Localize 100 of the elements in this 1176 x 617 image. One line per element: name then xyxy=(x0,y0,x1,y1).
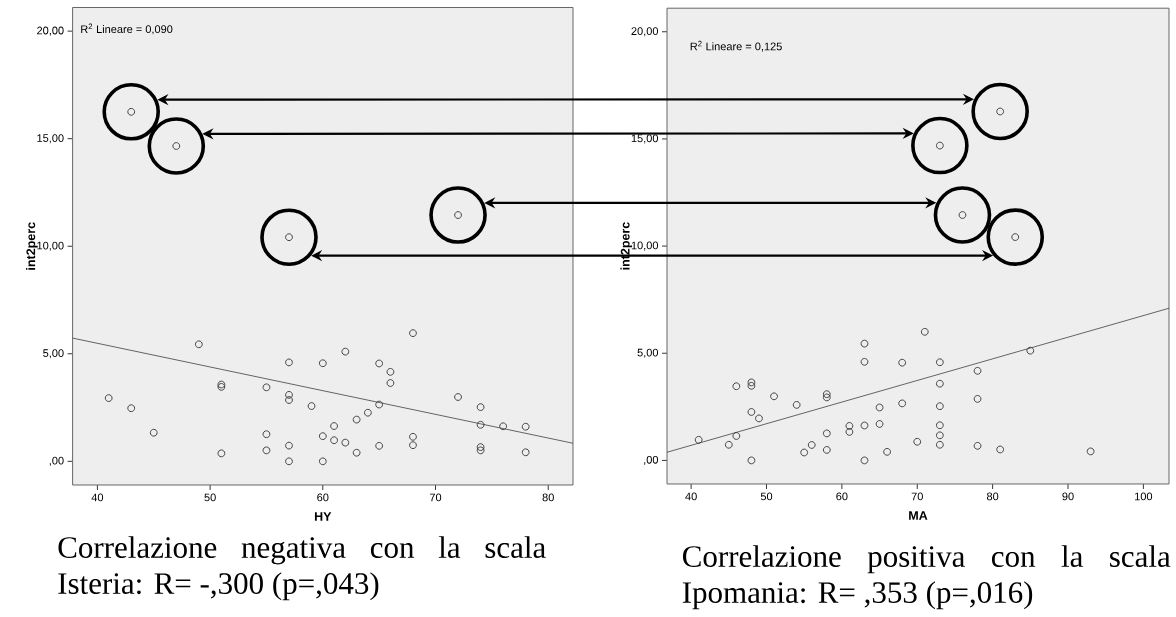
point xyxy=(860,339,869,348)
point xyxy=(747,381,756,390)
point xyxy=(973,441,982,450)
y-tick-label: 15,00 xyxy=(631,134,659,144)
point xyxy=(104,394,113,402)
point xyxy=(262,446,271,455)
y-axis-title: int2perc xyxy=(620,222,633,270)
point xyxy=(822,429,831,438)
point xyxy=(409,441,417,450)
point xyxy=(217,449,226,458)
point xyxy=(318,359,327,368)
point xyxy=(898,399,907,408)
point xyxy=(920,327,929,336)
point xyxy=(860,456,869,465)
point xyxy=(285,396,293,404)
point xyxy=(217,380,226,389)
point xyxy=(318,432,327,441)
point xyxy=(285,358,293,367)
point xyxy=(217,383,226,391)
point xyxy=(936,440,944,449)
annotation: R$^{2}$ Lineare = 0,090 xyxy=(81,23,173,35)
x-tick-label: 40 xyxy=(685,492,697,501)
point xyxy=(973,395,982,403)
point xyxy=(792,401,801,409)
y-tick-label: 20,00 xyxy=(631,27,659,37)
point xyxy=(747,378,756,387)
point xyxy=(822,390,831,399)
point xyxy=(936,358,944,367)
point xyxy=(732,382,741,391)
point xyxy=(127,404,136,413)
point xyxy=(898,358,907,367)
point xyxy=(860,357,869,366)
point xyxy=(822,446,831,454)
y-tick-label: 10,00 xyxy=(37,241,64,251)
point xyxy=(845,422,854,430)
x-tick-label: 80 xyxy=(542,493,554,502)
point xyxy=(330,436,338,445)
point xyxy=(936,402,944,411)
y-tick-label: 5,00 xyxy=(43,349,64,359)
x-tick-label: 50 xyxy=(204,493,216,502)
point xyxy=(755,414,763,423)
point xyxy=(770,392,778,401)
point xyxy=(845,428,854,436)
x-axis-title: MA xyxy=(909,511,928,520)
point xyxy=(724,440,733,449)
point xyxy=(285,441,293,450)
x-tick-label: 60 xyxy=(317,493,329,502)
point xyxy=(364,408,372,417)
point xyxy=(807,441,816,449)
point xyxy=(285,457,293,466)
text: Correlazione positiva con la scala Ipomania: R= ,353 (p=,016) xyxy=(682,545,1171,610)
point xyxy=(386,368,395,376)
y-tick-label: ,00 xyxy=(644,455,659,465)
point xyxy=(454,393,462,401)
point xyxy=(1026,346,1035,355)
point xyxy=(521,448,530,457)
y-tick-label: 15,00 xyxy=(37,134,64,144)
x-tick-label: 60 xyxy=(836,492,848,501)
point xyxy=(341,347,350,356)
point xyxy=(386,379,395,387)
x-axis-title: HY xyxy=(314,512,332,521)
point xyxy=(499,422,507,431)
point xyxy=(732,432,741,440)
point xyxy=(521,422,530,431)
point xyxy=(262,383,271,392)
point xyxy=(285,391,293,399)
point xyxy=(936,431,944,440)
point xyxy=(330,422,338,430)
point xyxy=(875,403,884,412)
point xyxy=(352,415,361,424)
x-tick-label: 90 xyxy=(1062,492,1074,501)
point xyxy=(936,421,944,430)
point xyxy=(375,441,384,450)
point xyxy=(476,443,485,451)
point xyxy=(800,448,809,457)
x-tick-label: 50 xyxy=(760,492,773,501)
y-tick-label: 20,00 xyxy=(37,26,64,36)
x-tick-label: 70 xyxy=(911,492,923,501)
point xyxy=(476,420,485,429)
x-tick-label: 100 xyxy=(1135,492,1153,501)
point xyxy=(375,400,384,409)
y-tick-label: ,00 xyxy=(49,456,64,466)
x-tick-label: 40 xyxy=(91,493,104,502)
point xyxy=(352,448,361,457)
y-tick-label: 10,00 xyxy=(631,241,659,251)
point xyxy=(194,340,203,349)
point xyxy=(860,421,869,430)
point xyxy=(822,393,831,402)
point xyxy=(694,435,703,444)
point xyxy=(476,446,485,455)
point xyxy=(936,379,944,388)
point xyxy=(883,447,891,456)
point xyxy=(973,366,982,375)
point xyxy=(318,457,327,466)
point xyxy=(1086,447,1095,456)
point xyxy=(262,430,271,439)
y-axis-title: int2perc xyxy=(26,222,38,270)
x-tick-label: 80 xyxy=(986,492,999,501)
point xyxy=(409,329,417,337)
point xyxy=(747,408,756,416)
